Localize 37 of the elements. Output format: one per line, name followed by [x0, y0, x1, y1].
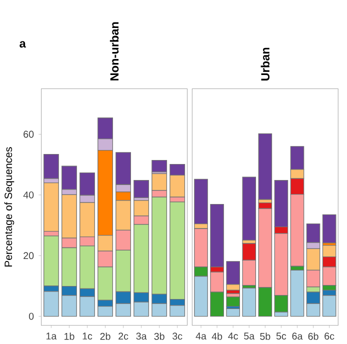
x-tick-label: 6b	[308, 332, 318, 340]
x-tick-label: 1a	[46, 332, 57, 340]
y-tick-label: 20	[24, 252, 34, 259]
bar	[43, 154, 59, 179]
bar	[210, 204, 224, 268]
bar	[322, 214, 336, 244]
x-tick-label: 3c	[172, 332, 182, 340]
bar	[242, 288, 256, 317]
x-tick-label: 6a	[292, 332, 303, 340]
bar	[152, 160, 168, 172]
x-tick-label: 2b	[100, 332, 110, 340]
bar	[43, 182, 59, 232]
x-tick-label: 2c	[118, 332, 128, 340]
chart-title: Urban	[260, 48, 270, 80]
text: a	[20, 41, 26, 48]
bar	[290, 270, 304, 317]
x-tick-label: 5c	[276, 332, 286, 340]
x-tick-label: 4a	[196, 332, 206, 340]
bar	[258, 133, 272, 200]
x-tick-label: 5b	[260, 332, 270, 340]
y-tick-label: 40	[23, 191, 34, 198]
y-axis-title: Percentage of Sequences	[4, 147, 14, 266]
bar	[226, 308, 240, 317]
y-tick-label: 0	[28, 312, 34, 320]
x-tick-label: 5a	[244, 332, 255, 340]
x-tick-label: 3a	[136, 332, 147, 340]
chart-title: Non-urban	[110, 22, 119, 80]
y-tick-label: 60	[24, 130, 34, 138]
bar	[226, 296, 240, 307]
bar	[134, 180, 150, 198]
x-tick-label: 6c	[324, 332, 334, 340]
x-tick-label: 1c	[82, 332, 92, 340]
x-tick-label: 3b	[154, 332, 164, 340]
x-tick-label: 1b	[64, 332, 74, 340]
x-tick-label: 4b	[212, 332, 222, 340]
bar	[242, 176, 256, 240]
x-tick-label: 4c	[228, 332, 238, 340]
